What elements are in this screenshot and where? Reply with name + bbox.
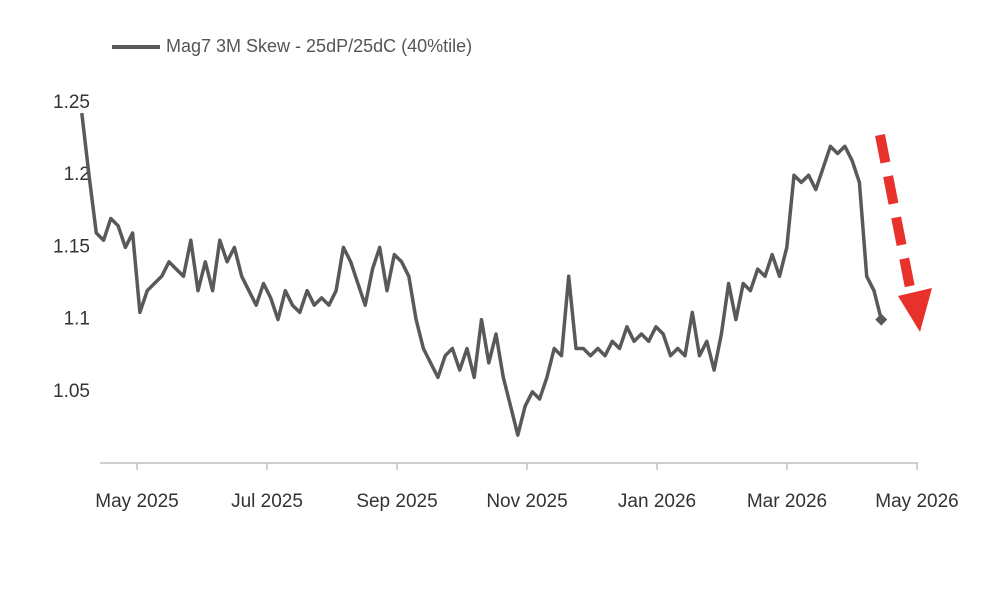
x-tick-label: May 2025 bbox=[95, 491, 178, 512]
y-tick-label: 1.2 bbox=[64, 164, 90, 185]
x-tick-label: Mar 2026 bbox=[747, 491, 827, 512]
x-tick-label: Jul 2025 bbox=[231, 491, 303, 512]
y-tick-label: 1.05 bbox=[53, 381, 90, 402]
series-line bbox=[80, 112, 883, 437]
x-tick-label: Nov 2025 bbox=[486, 491, 567, 512]
trend-arrow bbox=[875, 134, 932, 332]
last-point-marker bbox=[875, 313, 888, 326]
legend-label: Mag7 3M Skew - 25dP/25dC (40%tile) bbox=[166, 36, 472, 56]
y-tick-label: 1.25 bbox=[53, 92, 90, 113]
x-tick-label: Sep 2025 bbox=[356, 491, 437, 512]
x-tick-label: Jan 2026 bbox=[618, 491, 696, 512]
x-tick-label: May 2026 bbox=[875, 491, 958, 512]
y-tick-label: 1.15 bbox=[53, 236, 90, 257]
y-tick-label: 1.1 bbox=[64, 309, 90, 330]
